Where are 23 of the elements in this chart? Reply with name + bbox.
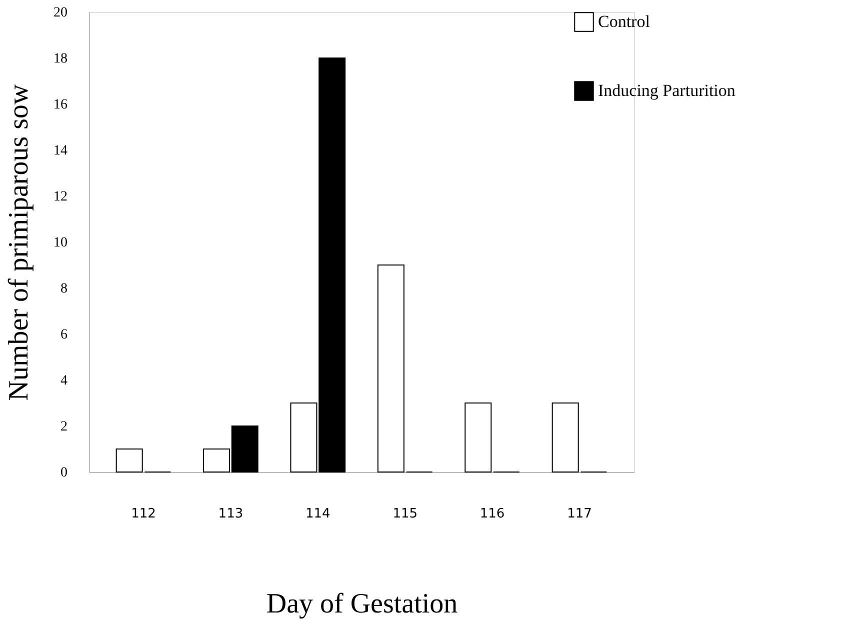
y-tick-label: 18 xyxy=(54,52,68,66)
y-tick-label: 2 xyxy=(60,420,68,434)
y-tick-label: 12 xyxy=(54,190,68,204)
y-axis-title: Number of primiparous sow xyxy=(4,83,34,401)
legend-label: Control xyxy=(598,12,650,31)
x-tick-label: 113 xyxy=(218,506,244,522)
bar xyxy=(464,402,492,472)
y-tick-label: 8 xyxy=(60,282,68,296)
y-tick-label: 14 xyxy=(54,144,68,158)
x-tick-label: 114 xyxy=(305,506,330,522)
y-tick-label: 6 xyxy=(60,328,68,342)
x-tick-label: 116 xyxy=(480,506,505,522)
x-tick-label: 117 xyxy=(567,506,592,522)
y-tick-label: 16 xyxy=(54,98,68,112)
y-tick-label: 10 xyxy=(54,236,68,250)
x-axis-title: Day of Gestation xyxy=(266,588,458,620)
legend-label: Inducing Parturition xyxy=(598,81,736,100)
x-tick-label: 112 xyxy=(131,506,156,522)
y-tick-label: 0 xyxy=(60,466,68,480)
y-tick-label: 20 xyxy=(54,6,68,20)
bar xyxy=(377,264,404,472)
x-tick-label: 115 xyxy=(392,506,418,522)
y-tick-label: 4 xyxy=(60,374,68,388)
